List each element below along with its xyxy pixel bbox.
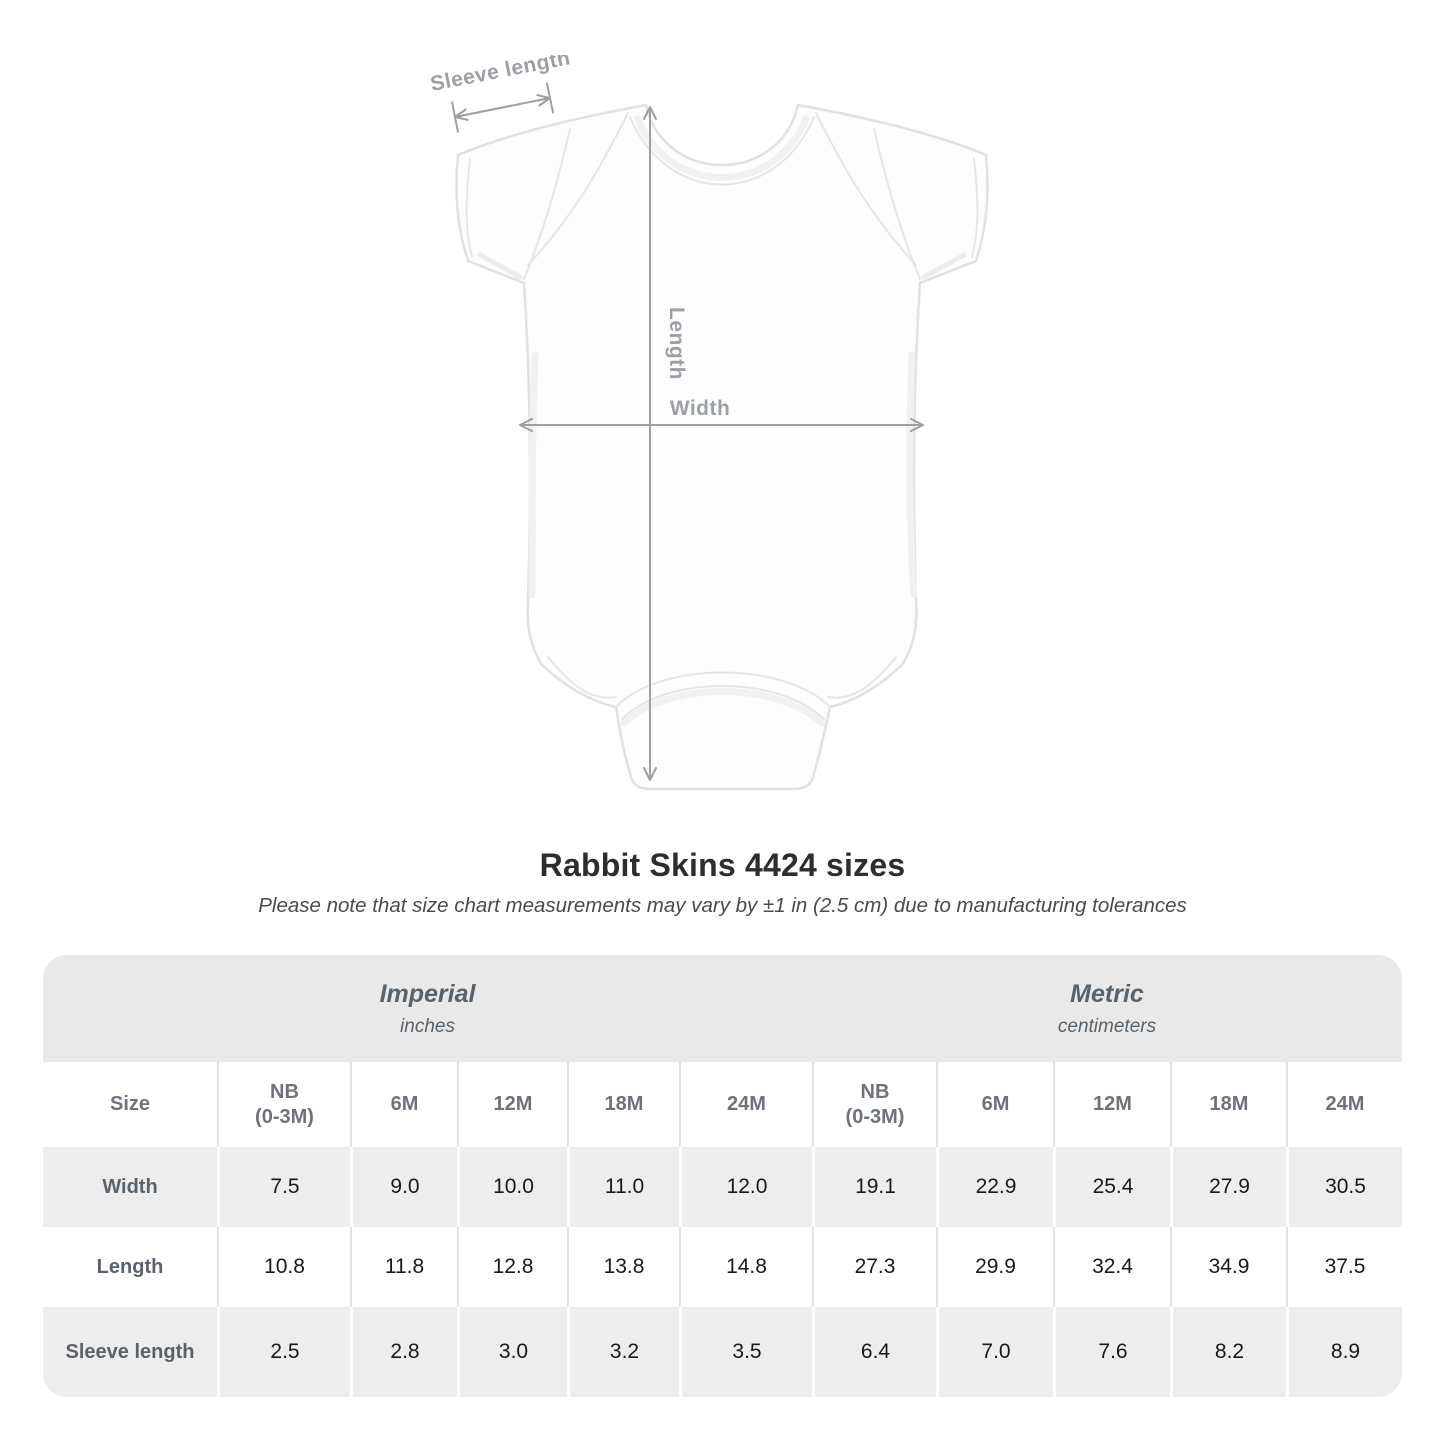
header-text: 18M [1209,1093,1249,1115]
size-col-header: Size [43,1062,217,1147]
row-label-sleeve-length: Sleeve length [43,1307,217,1397]
unit-label: Imperial [379,979,476,1008]
unit-band-metric: Metric centimeters [812,955,1402,1062]
table-cell: 8.2 [1170,1307,1286,1397]
header-text: 24M [727,1093,766,1115]
table-cell: 10.0 [457,1147,567,1227]
cuff-stitch-right [971,158,979,258]
table-cell: 8.9 [1286,1307,1402,1397]
header-text: 6M [390,1093,419,1115]
table-cell: 9.0 [350,1147,457,1227]
sleeve-length-end-ticks [451,82,554,133]
table-cell: 11.8 [350,1227,457,1307]
sleeve-length-label: Sleeve length [429,55,573,96]
unit-band-imperial: Imperial inches [43,955,812,1062]
cuff-stitch-left [465,158,473,258]
header-text: 6M [981,1093,1010,1115]
col-header-metric-nb: NB (0-3M) [812,1062,936,1147]
col-header-imperial-24m: 24M [679,1062,812,1147]
table-cell: 29.9 [936,1227,1053,1307]
table-cell: 2.5 [217,1307,350,1397]
sleeve-shadow-left [477,252,523,280]
table-cell: 14.8 [679,1227,812,1307]
table-cell: 6.4 [812,1307,936,1397]
table-cell: 10.8 [217,1227,350,1307]
table-cell: 13.8 [567,1227,679,1307]
header-text: 24M [1325,1093,1365,1115]
table-cell: 3.2 [567,1307,679,1397]
table-cell: 7.6 [1053,1307,1170,1397]
armhole-seam-right [873,128,921,280]
table-cell: 34.9 [1170,1227,1286,1307]
unit-sublabel: inches [400,1015,455,1037]
table-cell: 3.0 [457,1307,567,1397]
tolerance-note: Please note that size chart measurements… [258,894,1187,917]
col-header-metric-24m: 24M [1286,1062,1402,1147]
bodysuit-silhouette [455,103,989,791]
sleeve-length-arrow [454,94,551,121]
table-cell: 19.1 [812,1147,936,1227]
flap-binding-inner [621,685,825,720]
sleeve-shadow-right [921,252,967,280]
table-cell: 27.9 [1170,1147,1286,1227]
collar-shadow [634,115,810,181]
header-text: 12M [493,1093,533,1115]
table-cell: 37.5 [1286,1227,1402,1307]
length-arrow [643,106,657,781]
col-header-metric-12m: 12M [1053,1062,1170,1147]
table-cell: 2.8 [350,1307,457,1397]
header-text: (0-3M) [845,1105,905,1128]
table-cell: 32.4 [1053,1227,1170,1307]
header-text: 12M [1093,1093,1132,1115]
header-text: NB [270,1080,299,1103]
table-cell: 25.4 [1053,1147,1170,1227]
flap-shadow [620,688,826,727]
table-cell: 7.5 [217,1147,350,1227]
leg-binding-left [547,656,617,699]
row-label-length: Length [43,1227,217,1307]
page-title: Rabbit Skins 4424 sizes [539,847,906,883]
table-cell: 22.9 [936,1147,1053,1227]
header-text: (0-3M) [255,1105,314,1128]
body-shading-right [906,351,918,599]
col-header-metric-6m: 6M [936,1062,1053,1147]
width-label: Width [670,397,731,420]
length-label: Length [665,307,688,380]
table-cell: 27.3 [812,1227,936,1307]
table-cell: 7.0 [936,1307,1053,1397]
body-shading-left [528,351,539,599]
flap-binding-outer [615,671,831,708]
header-text: NB [860,1080,890,1103]
lap-seam-left [527,112,629,266]
bodysuit-illustration: Sleeve length Length Width [429,55,989,791]
bodysuit-garment [455,103,989,791]
table-cell: 12.0 [679,1147,812,1227]
col-header-imperial-6m: 6M [350,1062,457,1147]
table-cell: 3.5 [679,1307,812,1397]
header-text: 18M [604,1093,644,1115]
col-header-metric-18m: 18M [1170,1062,1286,1147]
armhole-seam-left [523,128,571,280]
unit-sublabel: centimeters [1057,1015,1157,1037]
col-header-imperial-18m: 18M [567,1062,679,1147]
table-cell: 12.8 [457,1227,567,1307]
col-header-imperial-nb: NB (0-3M) [217,1062,350,1147]
col-header-imperial-12m: 12M [457,1062,567,1147]
table-cell: 11.0 [567,1147,679,1227]
table-cell: 30.5 [1286,1147,1402,1227]
header-text: Size [109,1093,151,1115]
size-table: Imperial inches Metric centimeters Size … [43,955,1402,1397]
width-arrow [519,418,924,432]
lap-seam-right [815,112,917,266]
neckline-inner-edge [629,116,815,186]
unit-label: Metric [1070,979,1144,1008]
leg-binding-right [827,656,897,699]
row-label-width: Width [43,1147,217,1227]
